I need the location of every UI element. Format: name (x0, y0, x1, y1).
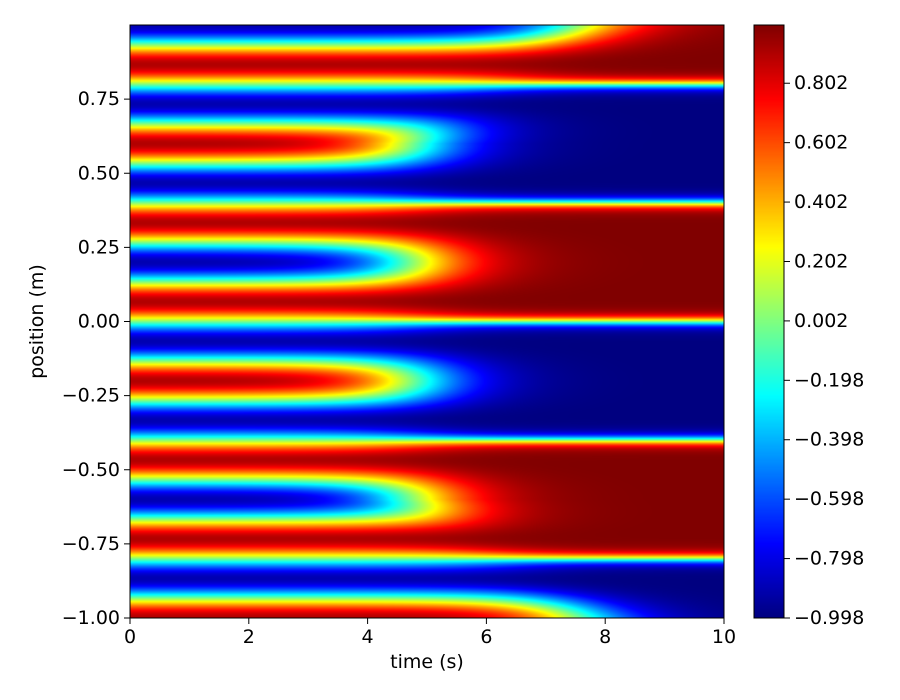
x-axis: 0 2 4 6 8 10 (124, 618, 736, 648)
x-axis-label: time (s) (390, 651, 464, 673)
colorbar-tick-label: −0.598 (794, 488, 864, 510)
x-tick-label: 4 (362, 626, 374, 648)
y-tick-label: 0.00 (78, 311, 120, 333)
y-tick-label: 0.75 (78, 88, 120, 110)
colorbar-tick-label: 0.602 (794, 132, 848, 154)
colorbar-tick-label: −0.798 (794, 548, 864, 570)
x-tick-label: 6 (480, 626, 492, 648)
y-tick-label: 0.25 (78, 236, 120, 258)
x-tick-label: 8 (599, 626, 611, 648)
colorbar-tick-label: −0.998 (794, 607, 864, 629)
colorbar-image (754, 25, 784, 618)
colorbar-tick-label: 0.802 (794, 72, 848, 94)
x-tick-label: 2 (243, 626, 255, 648)
y-tick-label: −1.00 (62, 607, 120, 629)
y-tick-label: −0.75 (62, 533, 120, 555)
colorbar-tick-label: 0.002 (794, 310, 848, 332)
colorbar-tick-label: 0.402 (794, 191, 848, 213)
colorbar-frame (753, 24, 785, 619)
y-tick-label: −0.50 (62, 459, 120, 481)
y-axis: −1.00 −0.75 −0.50 −0.25 0.00 0.25 0.50 0.75 (62, 88, 130, 629)
heatmap-image (130, 25, 724, 618)
x-tick-label: 0 (124, 626, 136, 648)
colorbar-tick-label: 0.202 (794, 250, 848, 272)
x-tick-label: 10 (712, 626, 736, 648)
colorbar-tick-label: −0.198 (794, 369, 864, 391)
colorbar-axis: 0.802 0.602 0.402 0.202 0.002 −0.198 −0.398 −0.… (784, 72, 864, 629)
y-axis-label: position (m) (26, 264, 48, 379)
y-tick-label: −0.25 (62, 385, 120, 407)
y-tick-label: 0.50 (78, 162, 120, 184)
colorbar-tick-label: −0.398 (794, 429, 864, 451)
